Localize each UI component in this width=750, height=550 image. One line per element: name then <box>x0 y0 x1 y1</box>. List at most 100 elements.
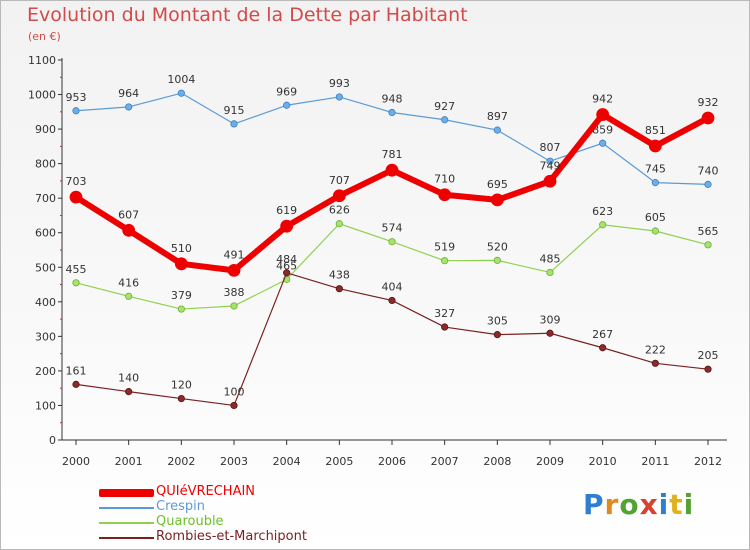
data-label-quarouble: 565 <box>698 225 719 238</box>
data-point-crespin <box>546 157 554 165</box>
data-point-qui-vrechain <box>227 263 241 277</box>
data-label-crespin: 964 <box>118 87 139 100</box>
logo-letter: i <box>658 488 670 521</box>
legend-label-rombies: Rombies-et-Marchipont <box>156 529 307 544</box>
data-label-crespin: 948 <box>382 93 403 106</box>
data-label-qui-vrechain: 619 <box>276 204 297 217</box>
data-point-qui-vrechain <box>648 139 662 153</box>
data-point-rombies-et-marchipont <box>72 380 80 388</box>
data-point-qui-vrechain <box>543 174 557 188</box>
data-label-quarouble: 519 <box>434 241 455 254</box>
x-tick-label: 2004 <box>273 455 301 468</box>
y-tick-label: 800 <box>35 158 56 171</box>
y-tick-label: 700 <box>35 192 56 205</box>
data-label-rombies-et-marchipont: 327 <box>434 307 455 320</box>
data-point-qui-vrechain <box>280 219 294 233</box>
data-label-quarouble: 520 <box>487 240 508 253</box>
data-label-rombies-et-marchipont: 140 <box>118 372 139 385</box>
data-label-quarouble: 416 <box>118 276 139 289</box>
data-point-quarouble <box>230 302 238 310</box>
data-label-crespin: 740 <box>698 164 719 177</box>
y-tick-label: 200 <box>35 365 56 378</box>
legend-label-quievrechain: QUIéVRECHAIN <box>156 484 256 499</box>
data-point-qui-vrechain <box>69 190 83 204</box>
y-tick-label: 1100 <box>28 54 56 67</box>
data-label-qui-vrechain: 695 <box>487 178 508 191</box>
data-label-crespin: 1004 <box>167 73 195 86</box>
data-label-rombies-et-marchipont: 161 <box>66 364 87 377</box>
data-point-qui-vrechain <box>174 257 188 271</box>
data-label-crespin: 897 <box>487 110 508 123</box>
x-tick-label: 2007 <box>431 455 459 468</box>
data-label-qui-vrechain: 932 <box>698 96 719 109</box>
data-point-qui-vrechain <box>122 223 136 237</box>
data-point-crespin <box>283 101 291 109</box>
data-label-qui-vrechain: 781 <box>382 148 403 161</box>
chart-subtitle: (en €) <box>28 30 61 43</box>
data-point-quarouble <box>651 227 659 235</box>
data-point-rombies-et-marchipont <box>283 269 291 277</box>
data-point-crespin <box>388 108 396 117</box>
y-tick-label: 900 <box>35 123 56 136</box>
data-label-qui-vrechain: 710 <box>434 173 455 186</box>
data-label-qui-vrechain: 851 <box>645 124 666 137</box>
x-tick-label: 2011 <box>641 455 669 468</box>
data-label-quarouble: 455 <box>66 263 87 276</box>
data-label-crespin: 807 <box>540 141 561 154</box>
y-tick-label: 0 <box>49 434 56 447</box>
proxiti-logo: Proxiti <box>583 488 694 521</box>
data-label-qui-vrechain: 942 <box>592 93 613 106</box>
x-tick-label: 2002 <box>167 455 195 468</box>
data-label-quarouble: 605 <box>645 211 666 224</box>
data-point-crespin <box>599 139 607 147</box>
legend-swatch-crespin <box>99 507 154 509</box>
chart-title: Evolution du Montant de la Dette par Hab… <box>27 4 468 26</box>
data-label-crespin: 927 <box>434 100 455 113</box>
legend-label-crespin: Crespin <box>156 499 206 514</box>
y-tick-label: 500 <box>35 261 56 274</box>
x-tick-label: 2005 <box>325 455 353 468</box>
data-point-crespin <box>72 107 80 115</box>
data-label-quarouble: 388 <box>224 286 245 299</box>
logo-letter: o <box>619 488 640 521</box>
logo-letter: r <box>604 488 620 521</box>
data-point-rombies-et-marchipont <box>651 359 659 367</box>
data-label-crespin: 953 <box>66 91 87 104</box>
data-label-rombies-et-marchipont: 305 <box>487 315 508 328</box>
data-label-qui-vrechain: 607 <box>118 208 139 221</box>
legend-label-quarouble: Quarouble <box>156 514 224 529</box>
x-tick-label: 2001 <box>115 455 143 468</box>
data-point-quarouble <box>493 256 501 264</box>
data-label-qui-vrechain: 491 <box>224 248 245 261</box>
data-label-crespin: 993 <box>329 77 350 90</box>
data-point-crespin <box>651 179 659 187</box>
data-point-rombies-et-marchipont <box>493 331 501 339</box>
data-label-rombies-et-marchipont: 267 <box>592 328 613 341</box>
legend-swatch-rombies <box>99 537 154 539</box>
data-point-rombies-et-marchipont <box>125 388 133 396</box>
data-label-crespin: 859 <box>592 123 613 136</box>
data-point-quarouble <box>441 257 449 265</box>
data-label-quarouble: 574 <box>382 222 403 235</box>
data-label-rombies-et-marchipont: 100 <box>224 385 245 398</box>
data-point-quarouble <box>125 292 133 300</box>
data-label-qui-vrechain: 510 <box>171 242 192 255</box>
x-tick-label: 2003 <box>220 455 248 468</box>
data-label-rombies-et-marchipont: 484 <box>276 253 297 266</box>
x-tick-label: 2012 <box>694 455 722 468</box>
logo-letter: P <box>583 488 605 521</box>
data-label-quarouble: 485 <box>540 252 561 265</box>
x-tick-label: 2010 <box>589 455 617 468</box>
x-tick-label: 2009 <box>536 455 564 468</box>
data-point-qui-vrechain <box>701 111 715 125</box>
data-label-rombies-et-marchipont: 438 <box>329 269 350 282</box>
data-point-quarouble <box>546 268 554 277</box>
data-point-crespin <box>230 120 238 128</box>
y-tick-label: 400 <box>35 296 56 309</box>
logo-letter: t <box>669 488 684 521</box>
data-label-rombies-et-marchipont: 404 <box>382 280 403 293</box>
data-point-quarouble <box>704 241 712 249</box>
data-point-qui-vrechain <box>596 108 610 121</box>
data-label-rombies-et-marchipont: 222 <box>645 343 666 356</box>
